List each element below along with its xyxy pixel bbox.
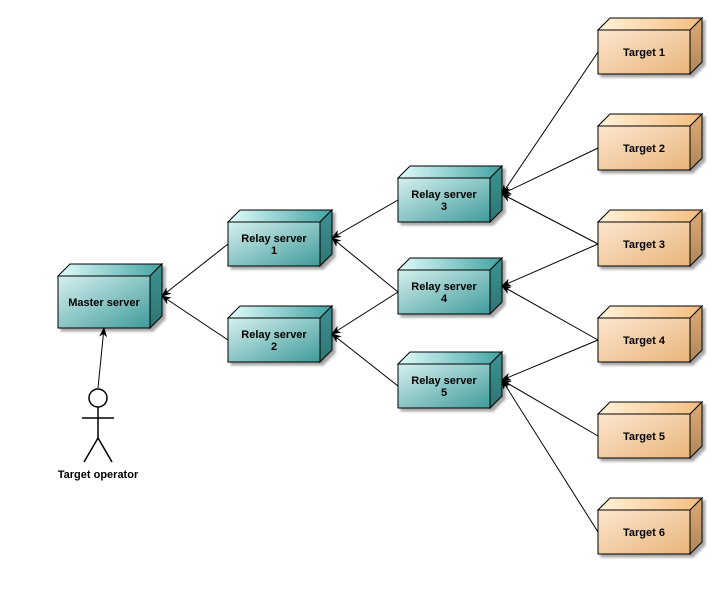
edge-target2-relay3 (502, 148, 598, 194)
node-label-relay3-0: Relay server (411, 189, 477, 201)
node-label-relay2-1: 2 (271, 341, 277, 353)
node-label-relay4-1: 4 (441, 293, 448, 305)
nodes-layer: Master serverRelay server1Relay server2R… (58, 18, 702, 554)
node-label-master: Master server (68, 297, 140, 309)
node-label-relay1-0: Relay server (241, 233, 307, 245)
node-label-target4: Target 4 (623, 335, 666, 347)
node-target3: Target 3 (598, 210, 702, 266)
node-target5: Target 5 (598, 402, 702, 458)
edges-layer (98, 52, 598, 532)
node-label-target2: Target 2 (623, 143, 665, 155)
edge-target6-relay5 (502, 380, 598, 532)
node-target4: Target 4 (598, 306, 702, 362)
node-label-target5: Target 5 (623, 431, 665, 443)
network-diagram: Master serverRelay server1Relay server2R… (0, 0, 728, 599)
node-label-relay1-1: 1 (271, 245, 277, 257)
edge-target3-relay3 (502, 194, 598, 244)
node-label-relay4-0: Relay server (411, 281, 477, 293)
edge-relay2-master (162, 296, 228, 340)
edge-target4-relay4 (502, 286, 598, 340)
node-label-target6: Target 6 (623, 527, 665, 539)
node-target2: Target 2 (598, 114, 702, 170)
edge-actor-master (98, 328, 104, 388)
node-master: Master server (58, 264, 162, 328)
edge-target5-relay5 (502, 380, 598, 436)
node-target1: Target 1 (598, 18, 702, 74)
edge-target1-relay3 (502, 52, 598, 194)
actor-target-operator: Target operator (58, 389, 139, 481)
edge-relay5-relay2 (332, 334, 398, 386)
node-relay2: Relay server2 (228, 306, 332, 362)
edge-relay1-master (162, 244, 228, 296)
node-relay3: Relay server3 (398, 166, 502, 222)
node-relay4: Relay server4 (398, 258, 502, 314)
actor-label: Target operator (58, 469, 139, 481)
node-relay1: Relay server1 (228, 210, 332, 266)
edge-relay4-relay1 (332, 238, 398, 292)
node-label-relay2-0: Relay server (241, 329, 307, 341)
node-label-relay3-1: 3 (441, 201, 447, 213)
edge-target4-relay5 (502, 340, 598, 380)
edge-relay3-relay1 (332, 200, 398, 238)
node-relay5: Relay server5 (398, 352, 502, 408)
node-target6: Target 6 (598, 498, 702, 554)
edge-target3-relay4 (502, 244, 598, 286)
node-label-relay5-1: 5 (441, 387, 447, 399)
edge-relay4-relay2 (332, 292, 398, 334)
node-label-target1: Target 1 (623, 47, 665, 59)
node-label-target3: Target 3 (623, 239, 665, 251)
actor-layer: Target operator (58, 389, 139, 481)
node-label-relay5-0: Relay server (411, 375, 477, 387)
